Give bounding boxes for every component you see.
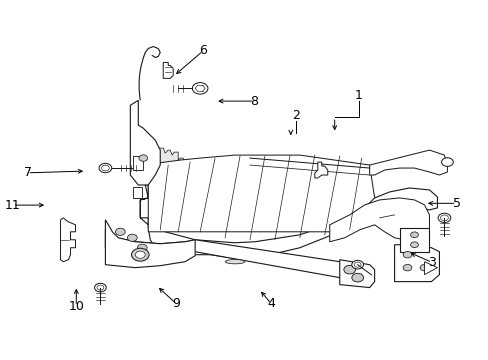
Circle shape xyxy=(127,234,137,241)
Circle shape xyxy=(99,163,111,173)
Bar xyxy=(133,187,142,198)
Text: 2: 2 xyxy=(291,109,299,122)
Circle shape xyxy=(94,283,106,292)
Polygon shape xyxy=(394,245,439,282)
Polygon shape xyxy=(399,228,428,252)
Polygon shape xyxy=(339,260,374,288)
Polygon shape xyxy=(61,218,75,262)
Circle shape xyxy=(410,232,418,238)
Circle shape xyxy=(115,228,125,235)
Circle shape xyxy=(351,273,363,282)
Circle shape xyxy=(410,242,418,248)
Bar xyxy=(133,156,143,170)
Text: 7: 7 xyxy=(23,166,31,179)
Polygon shape xyxy=(163,62,173,78)
Polygon shape xyxy=(148,155,374,232)
Circle shape xyxy=(402,265,411,271)
Polygon shape xyxy=(130,100,160,185)
Polygon shape xyxy=(314,162,327,178)
Polygon shape xyxy=(105,220,195,268)
Circle shape xyxy=(343,265,355,274)
Text: 10: 10 xyxy=(68,300,84,313)
Ellipse shape xyxy=(225,260,244,264)
Circle shape xyxy=(137,244,147,251)
Text: 9: 9 xyxy=(172,297,180,310)
Circle shape xyxy=(419,265,428,271)
Circle shape xyxy=(437,213,450,222)
Polygon shape xyxy=(148,145,185,185)
Polygon shape xyxy=(369,150,447,175)
Circle shape xyxy=(192,82,207,94)
Polygon shape xyxy=(329,198,428,242)
Text: 1: 1 xyxy=(354,89,362,102)
Circle shape xyxy=(139,155,147,161)
Polygon shape xyxy=(138,135,437,258)
Circle shape xyxy=(135,251,145,258)
Text: 5: 5 xyxy=(452,197,460,210)
Circle shape xyxy=(131,248,149,261)
Circle shape xyxy=(441,158,452,166)
Text: 8: 8 xyxy=(250,95,258,108)
Polygon shape xyxy=(105,230,367,282)
Text: 4: 4 xyxy=(267,297,275,310)
Circle shape xyxy=(402,252,411,258)
Text: 11: 11 xyxy=(5,199,20,212)
Circle shape xyxy=(351,260,363,269)
Text: 3: 3 xyxy=(427,256,435,269)
Polygon shape xyxy=(424,262,437,275)
Text: 6: 6 xyxy=(199,44,206,57)
